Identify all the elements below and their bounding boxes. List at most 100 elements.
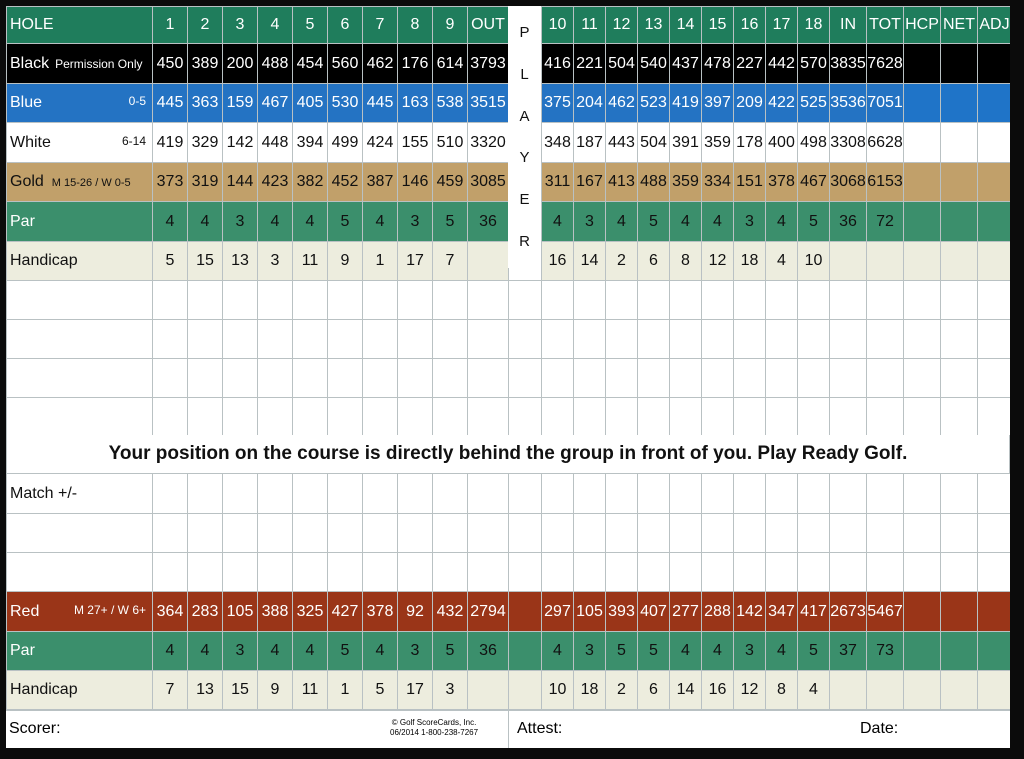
score-entry-row[interactable] [6,319,1010,359]
yardage-cell: 499 [327,122,363,163]
yardage-cell: 277 [669,591,702,632]
handicap-cell: 2 [605,241,638,281]
yardage-cell: 416 [541,43,574,84]
yardage-cell: 283 [187,591,223,632]
par-cell: 4 [257,631,293,671]
handicap-cell: 14 [573,241,606,281]
yardage-cell: 311 [541,162,574,202]
hole-number: 8 [397,6,433,44]
match-label: Match +/- [6,473,153,514]
out-total: 36 [467,201,509,242]
yardage-cell: 454 [292,43,328,84]
yardage-cell: 560 [327,43,363,84]
yardage-cell: 488 [637,162,670,202]
yardage-cell: 419 [152,122,188,163]
tee-name: Gold [10,173,44,190]
match-row[interactable]: Match +/- [6,473,1010,514]
yardage-cell: 510 [432,122,468,163]
out-total: 2794 [467,591,509,632]
out-total: 3515 [467,83,509,123]
par-cell: 5 [432,201,468,242]
score-entry-row[interactable] [6,358,1010,398]
total: 6628 [866,122,904,163]
par-cell: 3 [397,631,433,671]
attest-field[interactable]: Attest: [517,720,563,737]
in-total: 3536 [829,83,867,123]
par-cell: 4 [292,631,328,671]
yardage-cell: 525 [797,83,830,123]
total: 6153 [866,162,904,202]
hole-number: 10 [541,6,574,44]
date-field[interactable]: Date: [860,720,899,737]
yardage-cell: 538 [432,83,468,123]
yardage-cell: 443 [605,122,638,163]
total: 5467 [866,591,904,632]
footer-divider [508,711,509,748]
tee-label: Gold M 15-26 / W 0-5 [6,162,153,202]
hole-number: 14 [669,6,702,44]
white-tee-row: White 6-14 419 329 142 448 394 499 424 15… [6,122,1010,163]
scorer-field[interactable]: Scorer: [9,720,61,737]
yardage-cell: 348 [541,122,574,163]
in-total: 3068 [829,162,867,202]
blue-tee-row: Blue 0-5 445 363 159 467 405 530 445 163 … [6,83,1010,123]
handicap-cell: 5 [362,670,398,710]
par-cell: 4 [541,201,574,242]
par-cell: 4 [765,631,798,671]
hole-number-row: HOLE 1 2 3 4 5 6 7 8 9 OUT 10 11 12 13 1… [6,6,1010,44]
handicap-cell: 1 [327,670,363,710]
black-tee-row: Black Permission Only 450 389 200 488 454… [6,43,1010,84]
in-total: 3308 [829,122,867,163]
hole-number: 16 [733,6,766,44]
mens-handicap-row: Handicap 5 15 13 3 11 9 1 17 7 16 14 2 6… [6,241,1010,281]
total: 7051 [866,83,904,123]
par-cell: 4 [362,201,398,242]
yardage-cell: 478 [701,43,734,84]
hole-number: 11 [573,6,606,44]
par-cell: 4 [152,201,188,242]
yardage-cell: 467 [797,162,830,202]
yardage-cell: 144 [222,162,258,202]
yardage-cell: 200 [222,43,258,84]
score-entry-row[interactable] [6,397,1010,436]
handicap-cell: 3 [432,670,468,710]
yardage-cell: 391 [669,122,702,163]
par-cell: 4 [669,201,702,242]
yardage-cell: 462 [362,43,398,84]
par-cell: 5 [797,201,830,242]
handicap-cell: 9 [327,241,363,281]
handicap-cell: 16 [701,670,734,710]
score-entry-row[interactable] [6,280,1010,320]
out-total: 3085 [467,162,509,202]
yardage-cell: 467 [257,83,293,123]
hole-number: 4 [257,6,293,44]
tee-label: Black Permission Only [6,43,153,84]
yardage-cell: 176 [397,43,433,84]
yardage-cell: 382 [292,162,328,202]
tee-note: 0-5 [128,94,146,108]
yardage-cell: 167 [573,162,606,202]
score-entry-row[interactable] [6,552,1010,592]
yardage-cell: 419 [669,83,702,123]
par-cell: 3 [733,631,766,671]
yardage-cell: 288 [701,591,734,632]
yardage-cell: 159 [222,83,258,123]
net-label: NET [940,6,978,44]
handicap-cell: 11 [292,241,328,281]
yardage-cell: 375 [541,83,574,123]
yardage-cell: 459 [432,162,468,202]
par-label: Par [6,631,153,671]
handicap-cell: 17 [397,241,433,281]
par-cell: 4 [605,201,638,242]
yardage-cell: 422 [765,83,798,123]
handicap-cell: 10 [541,670,574,710]
par-cell: 4 [292,201,328,242]
yardage-cell: 424 [362,122,398,163]
handicap-cell: 8 [765,670,798,710]
yardage-cell: 393 [605,591,638,632]
yardage-cell: 142 [733,591,766,632]
yardage-cell: 498 [797,122,830,163]
handicap-cell: 7 [432,241,468,281]
score-entry-row[interactable] [6,513,1010,553]
yardage-cell: 570 [797,43,830,84]
